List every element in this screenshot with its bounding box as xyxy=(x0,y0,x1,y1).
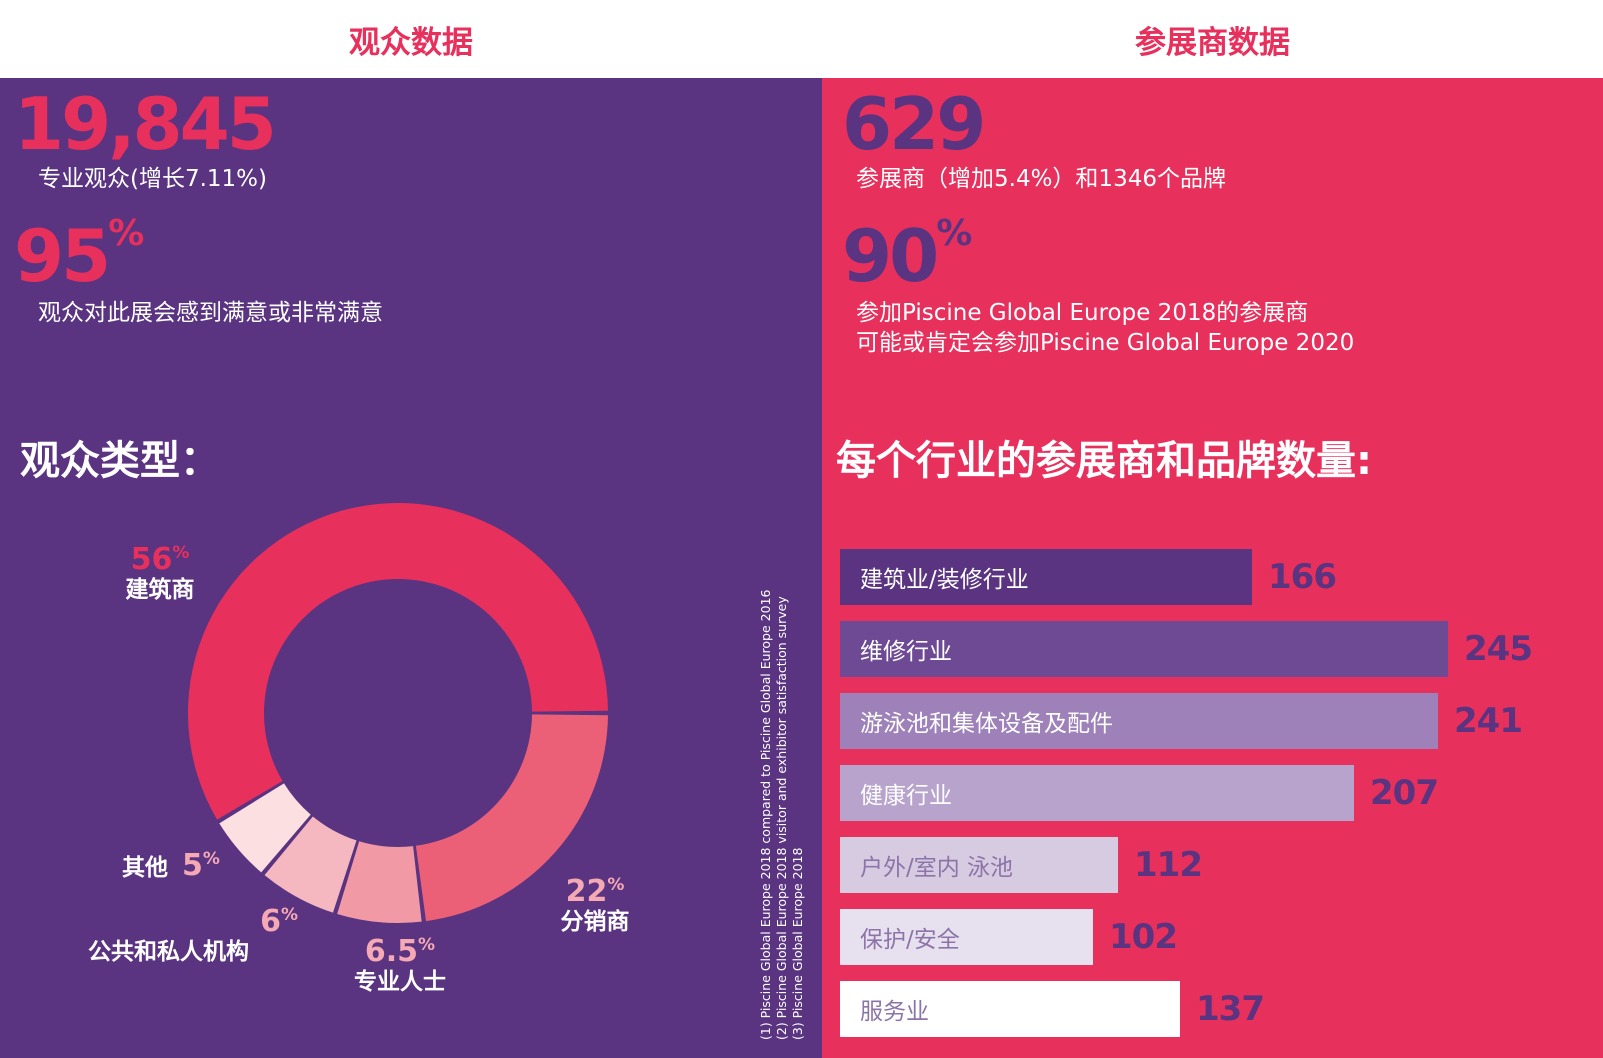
sector-bar-value: 137 xyxy=(1196,989,1265,1029)
visitor-panel: 19,845 专业观众(增长7.11%) 95% 观众对此展会感到满意或非常满意… xyxy=(0,78,822,1058)
visitor-satisfaction-value: 95 xyxy=(14,214,111,298)
others-pct-value: 5 xyxy=(182,848,203,883)
exhibitor-return-caption: 参加Piscine Global Europe 2018的参展商 可能或肯定会参… xyxy=(856,298,1354,358)
sector-bar-chart: 建筑业/装修行业 166 维修行业 245 游泳池和集体设备及配件 241 健康行业 207 户… xyxy=(822,78,1603,1058)
donut-slice-distributors xyxy=(415,714,608,922)
sector-bar-value: 102 xyxy=(1109,917,1178,957)
sector-bar-value: 112 xyxy=(1134,845,1203,885)
sector-bar-label: 健康行业 xyxy=(860,783,952,809)
donut-label-professionals: 6.5% 专业人士 xyxy=(335,930,465,997)
donut-slice-institutions xyxy=(264,816,357,913)
sector-bar-label: 保护/安全 xyxy=(860,927,960,953)
builders-label: 建筑商 xyxy=(125,577,195,603)
sector-bar-value: 241 xyxy=(1454,701,1523,741)
builders-pct-unit: % xyxy=(172,543,190,563)
visitor-count-caption: 专业观众(增长7.11%) xyxy=(38,166,268,192)
sector-bar-value: 207 xyxy=(1370,773,1439,813)
institutions-label: 公共和私人机构 xyxy=(88,939,249,965)
sector-bar-5: 户外/室内 泳池 xyxy=(840,837,1118,893)
return-caption-line1: 参加Piscine Global Europe 2018的参展商 xyxy=(856,300,1309,326)
footnote-1: (1) Piscine Global Europe 2018 compared … xyxy=(758,589,773,1040)
distributors-pct-value: 22 xyxy=(565,874,608,909)
exhibitor-return-value: 90 xyxy=(842,214,939,298)
exhibitor-return-rate: 90% xyxy=(842,216,972,293)
visitor-satisfaction-unit: % xyxy=(108,213,145,254)
visitor-types-title: 观众类型： xyxy=(20,438,220,484)
donut-label-builders: 56% 建筑商 xyxy=(110,538,210,605)
distributors-label: 分销商 xyxy=(560,909,630,935)
others-label: 其他 xyxy=(122,855,168,881)
professionals-label: 专业人士 xyxy=(354,969,446,995)
exhibitor-panel: 629 参展商（增加5.4%）和1346个品牌 90% 参加Piscine Gl… xyxy=(822,78,1603,1058)
professionals-pct-value: 6.5 xyxy=(364,934,419,969)
donut-label-distributors: 22% 分销商 xyxy=(545,870,645,937)
sector-bar-2: 维修行业 xyxy=(840,621,1448,677)
distributors-pct-unit: % xyxy=(607,875,625,895)
return-caption-line2: 可能或肯定会参加Piscine Global Europe 2020 xyxy=(856,330,1355,356)
visitor-satisfaction-caption: 观众对此展会感到满意或非常满意 xyxy=(38,300,383,326)
sector-bar-7: 服务业 xyxy=(840,981,1180,1037)
others-pct-unit: % xyxy=(202,849,220,869)
institutions-pct-value: 6 xyxy=(260,904,281,939)
donut-slice-professionals xyxy=(337,841,422,924)
visitor-data-header: 观众数据 xyxy=(349,24,473,61)
exhibitor-return-unit: % xyxy=(936,213,973,254)
donut-slice-others xyxy=(219,783,311,873)
donut-label-institutions: 6% 公共和私人机构 xyxy=(88,900,308,967)
builders-pct-value: 56 xyxy=(130,542,173,577)
visitor-types-donut-chart xyxy=(188,502,608,924)
sector-bar-label: 户外/室内 泳池 xyxy=(860,855,1014,881)
sector-bar-1: 建筑业/装修行业 xyxy=(840,549,1252,605)
exhibitor-data-header: 参展商数据 xyxy=(1135,24,1290,61)
footnotes: (1) Piscine Global Europe 2018 compared … xyxy=(758,550,808,1040)
visitor-count: 19,845 xyxy=(14,82,277,166)
donut-label-others: 其他 5% xyxy=(122,844,262,883)
institutions-pct-unit: % xyxy=(280,905,298,925)
exhibitor-count: 629 xyxy=(842,82,986,166)
exhibitor-count-caption: 参展商（增加5.4%）和1346个品牌 xyxy=(856,166,1226,192)
donut-slice-builders xyxy=(188,502,608,820)
sector-bar-6: 保护/安全 xyxy=(840,909,1093,965)
footnote-3: (3) Piscine Global Europe 2018 xyxy=(790,847,805,1040)
sector-bar-label: 服务业 xyxy=(860,999,929,1025)
footnote-2: (2) Piscine Global Europe 2018 visitor a… xyxy=(774,596,789,1040)
sector-bar-3: 游泳池和集体设备及配件 xyxy=(840,693,1438,749)
sector-bar-label: 维修行业 xyxy=(860,639,952,665)
visitor-satisfaction: 95% xyxy=(14,216,144,293)
sectors-title: 每个行业的参展商和品牌数量: xyxy=(836,438,1372,484)
sector-bar-label: 游泳池和集体设备及配件 xyxy=(860,711,1113,737)
professionals-pct-unit: % xyxy=(418,935,436,955)
sector-bar-4: 健康行业 xyxy=(840,765,1354,821)
sector-bar-label: 建筑业/装修行业 xyxy=(860,567,1029,593)
sector-bar-value: 245 xyxy=(1464,629,1533,669)
sector-bar-value: 166 xyxy=(1268,557,1337,597)
